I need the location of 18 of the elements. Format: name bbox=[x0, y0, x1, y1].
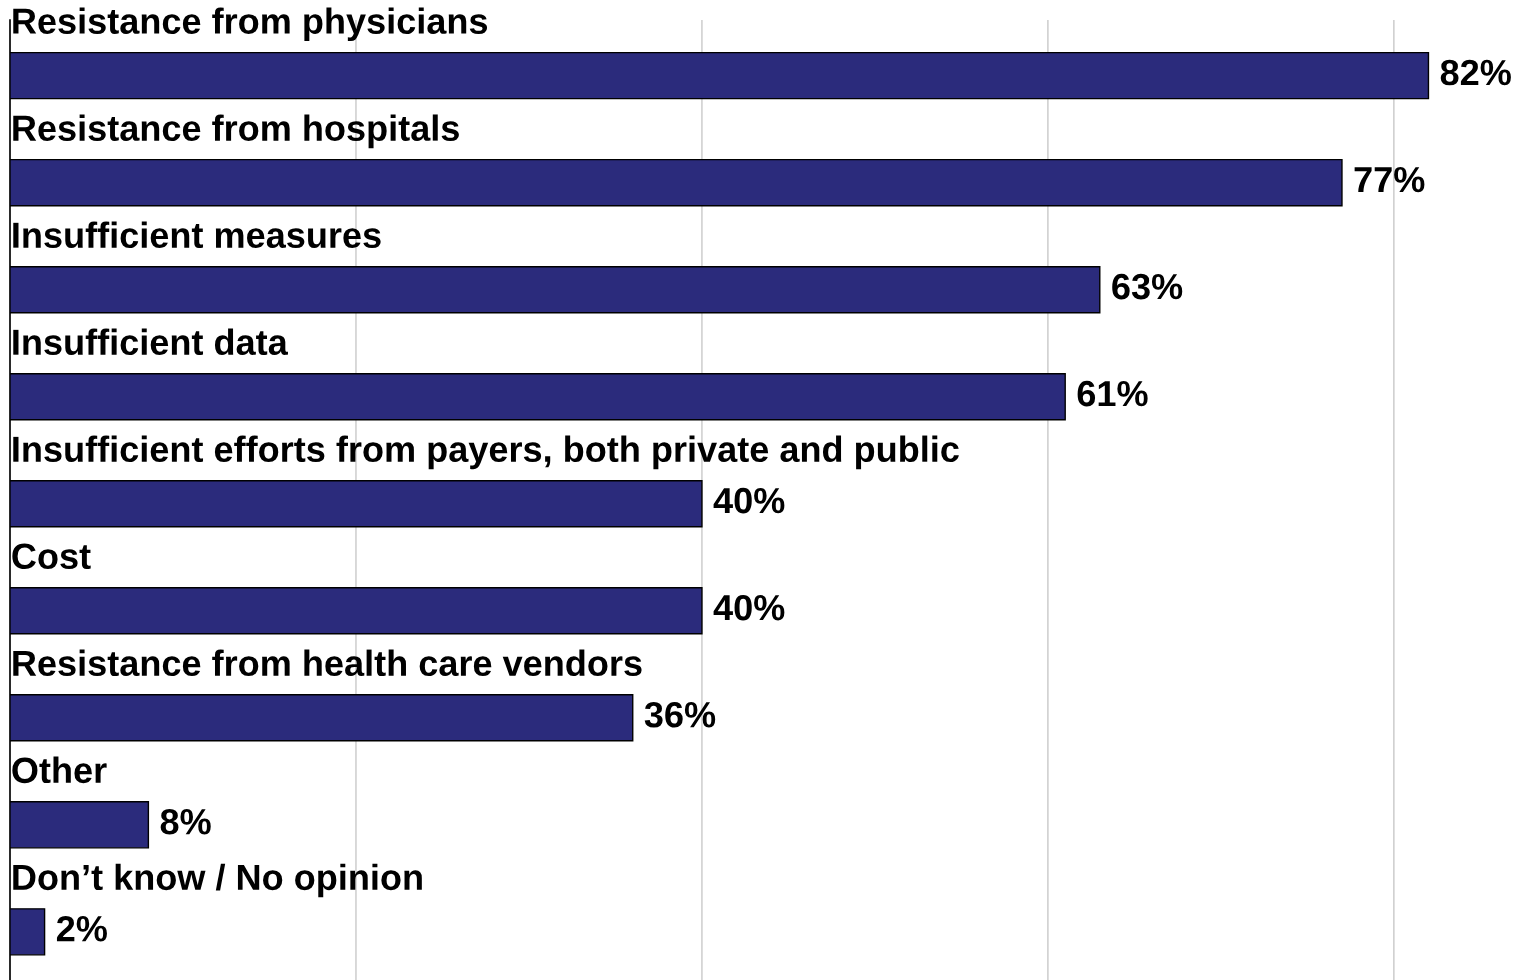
y-tick-label: Don’t know / No opinion bbox=[13, 863, 422, 898]
data-label: 63% bbox=[1112, 273, 1183, 300]
y-tick-label: Other bbox=[12, 756, 107, 784]
data-label: 77% bbox=[1354, 166, 1425, 193]
y-tick-label: Resistance from hospitals bbox=[13, 114, 459, 149]
y-tick-label: Insufficient data bbox=[13, 328, 288, 356]
data-label: 2% bbox=[56, 915, 107, 942]
y-tick-label: Insufficient measures bbox=[13, 221, 381, 249]
y-tick-label: Resistance from health care vendors bbox=[13, 649, 642, 677]
data-label: 8% bbox=[160, 808, 211, 835]
y-tick-label: Insufficient efforts from payers, both private and public bbox=[13, 435, 959, 470]
y-tick-label: Resistance from physicians bbox=[13, 7, 488, 42]
data-label: 82% bbox=[1440, 59, 1511, 86]
y-tick-label: Cost bbox=[12, 543, 91, 570]
data-label: 36% bbox=[644, 701, 716, 728]
data-label: 40% bbox=[713, 487, 785, 514]
data-label: 61% bbox=[1077, 380, 1148, 407]
data-label: 40% bbox=[713, 594, 785, 621]
